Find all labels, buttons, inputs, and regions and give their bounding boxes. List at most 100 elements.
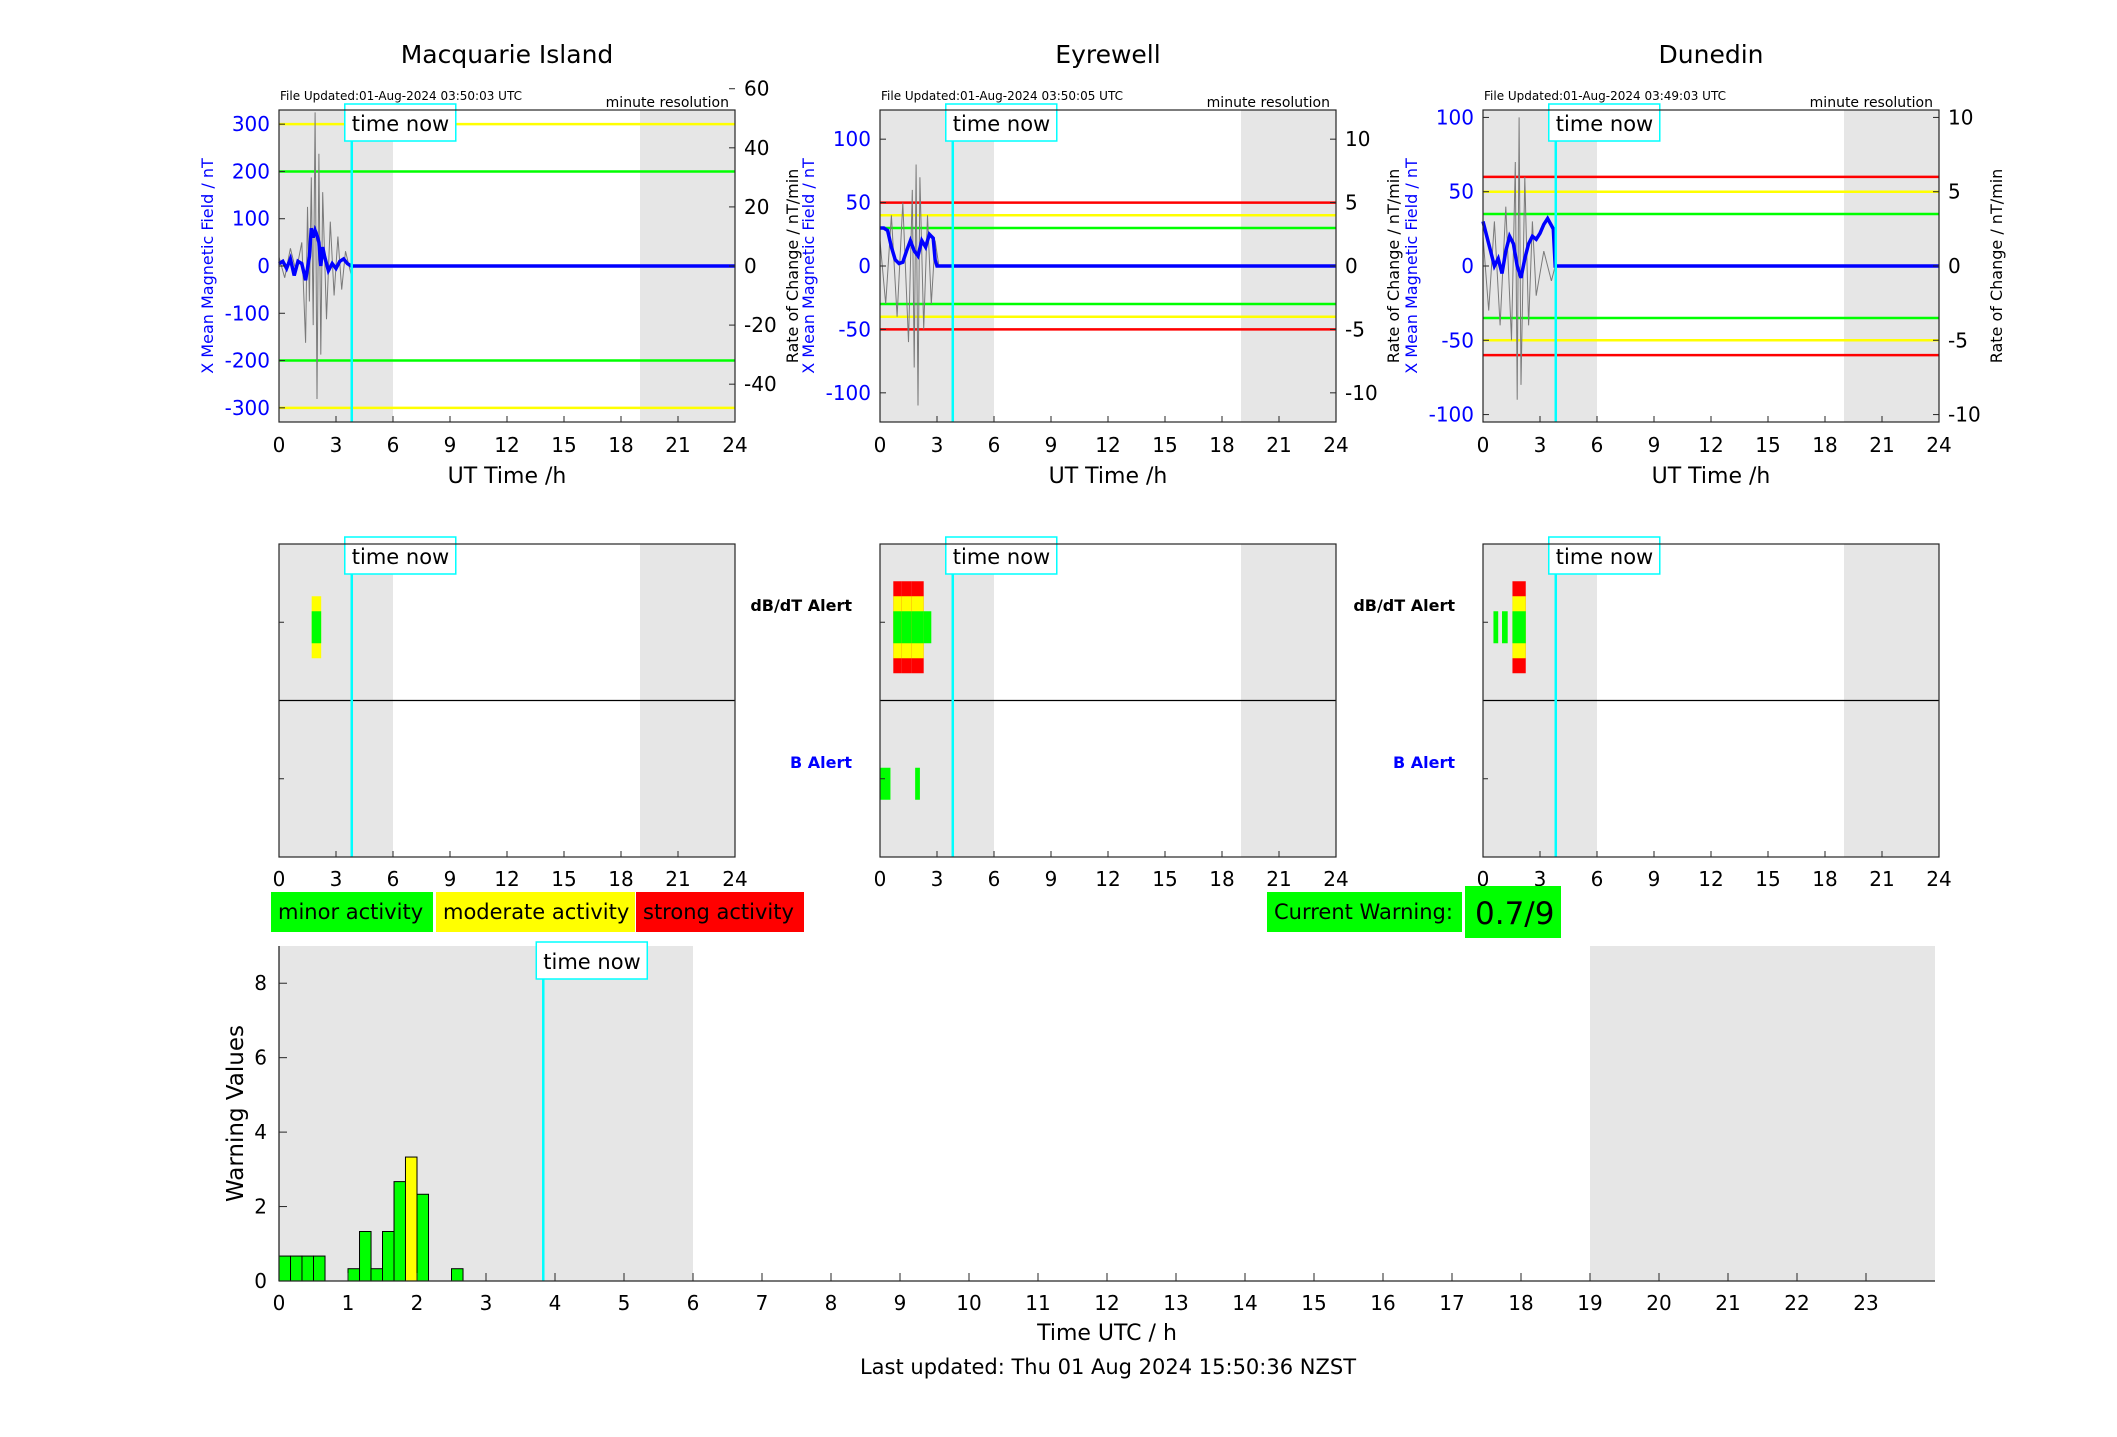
x-tick-label: 15: [551, 867, 576, 891]
field-panel-1: Eyrewell File Updated:01-Aug-2024 03:50:0…: [799, 40, 1403, 489]
warning-bar: [416, 1193, 430, 1282]
left-tick-label: -50: [1441, 328, 1474, 352]
x-tick-label: 21: [1869, 867, 1894, 891]
right-tick-label: 5: [1948, 180, 1961, 204]
night-shade: [1590, 946, 1935, 1281]
x-tick-label: 3: [480, 1291, 493, 1315]
right-axis-label: Rate of Change / nT/min: [1384, 169, 1403, 364]
right-tick-label: -20: [744, 313, 777, 337]
x-tick-label: 9: [444, 433, 457, 457]
station-title: Dunedin: [1659, 40, 1764, 69]
x-axis-label: UT Time /h: [1652, 464, 1771, 489]
x-tick-label: 1: [342, 1291, 355, 1315]
rate-of-change-series: [1482, 117, 1556, 400]
warning-bar: [359, 1230, 372, 1282]
x-tick-label: 3: [1534, 433, 1547, 457]
dbdt-alert-bar: [923, 611, 932, 644]
x-tick-label: 19: [1577, 1291, 1602, 1315]
x-tick-label: 7: [756, 1291, 769, 1315]
x-tick-label: 12: [494, 867, 519, 891]
x-tick-label: 24: [1926, 867, 1951, 891]
legend-minor-label: minor activity: [278, 900, 423, 924]
right-tick-label: 10: [1345, 127, 1370, 151]
alert-panels: time now 0 3 6 9 12 15 18 21 24 time now 0 3 6 9 12 15 18…: [273, 536, 1952, 891]
alert-panel-0: time now 0 3 6 9 12 15 18 21 24: [273, 536, 748, 891]
alert-panel-2: time now 0 3 6 9 12 15 18 21 24 dB/dT Alert B Alert: [1353, 536, 1952, 891]
x-tick-label: 5: [618, 1291, 631, 1315]
left-tick-label: 50: [846, 191, 871, 215]
x-tick-label: 6: [988, 433, 1001, 457]
x-tick-label: 9: [444, 867, 457, 891]
field-panel-2: Dunedin File Updated:01-Aug-2024 03:49:03…: [1402, 40, 2006, 489]
left-axis-label: X Mean Magnetic Field / nT: [1402, 158, 1421, 374]
x-axis-label: UT Time /h: [448, 464, 567, 489]
current-warning: Current Warning: 0.7/9: [1267, 886, 1561, 938]
x-tick-label: 15: [1755, 433, 1780, 457]
last-updated: Last updated: Thu 01 Aug 2024 15:50:36 N…: [860, 1355, 1356, 1379]
right-tick-label: 0: [1345, 254, 1358, 278]
x-tick-label: 16: [1370, 1291, 1395, 1315]
time-now-label: time now: [953, 112, 1050, 136]
left-axis-label: X Mean Magnetic Field / nT: [198, 158, 217, 374]
x-tick-label: 3: [931, 867, 944, 891]
x-axis-label: Time UTC / h: [1036, 1321, 1177, 1346]
right-tick-label: 10: [1948, 105, 1973, 129]
x-tick-label: 18: [1508, 1291, 1533, 1315]
x-tick-label: 12: [1094, 1291, 1119, 1315]
dbdt-alert-bar: [1512, 611, 1526, 644]
x-tick-label: 6: [387, 867, 400, 891]
left-tick-label: 0: [1461, 254, 1474, 278]
x-tick-label: 18: [608, 433, 633, 457]
x-tick-label: 15: [1152, 433, 1177, 457]
right-tick-label: 60: [744, 77, 769, 101]
alert-panel-1: time now 0 3 6 9 12 15 18 21 24 dB/dT Alert B Alert: [750, 536, 1349, 891]
resolution-label: minute resolution: [1810, 95, 1933, 111]
dbdt-alert-bar: [1493, 611, 1499, 644]
warning-bar: [393, 1181, 407, 1282]
y-tick-label: 0: [254, 1269, 267, 1293]
x-tick-label: 18: [1812, 867, 1837, 891]
warning-bar: [313, 1255, 326, 1282]
legend-moderate-label: moderate activity: [443, 900, 629, 924]
dbdt-alert-bar: [901, 611, 912, 644]
x-tick-label: 24: [722, 867, 747, 891]
x-tick-label: 3: [1534, 867, 1547, 891]
dbdt-alert-bar: [311, 611, 322, 644]
x-tick-label: 3: [931, 433, 944, 457]
resolution-label: minute resolution: [1207, 95, 1330, 111]
x-tick-label: 0: [273, 867, 286, 891]
left-tick-label: 300: [232, 112, 270, 136]
legend-moderate-swatch: [436, 892, 635, 932]
current-warning-label: Current Warning:: [1274, 900, 1453, 924]
right-tick-label: -40: [744, 372, 777, 396]
time-now-label: time now: [543, 950, 640, 974]
resolution-label: minute resolution: [606, 95, 729, 111]
left-tick-label: 100: [833, 127, 871, 151]
file-updated: File Updated:01-Aug-2024 03:50:03 UTC: [280, 89, 522, 103]
right-axis-label: Rate of Change / nT/min: [783, 169, 802, 364]
dbdt-alert-bar: [911, 611, 924, 644]
b-alert-label: B Alert: [1393, 753, 1455, 772]
left-tick-label: -100: [826, 381, 871, 405]
dbdt-alert-bar: [893, 611, 902, 644]
x-tick-label: 9: [1045, 433, 1058, 457]
warning-bar: [278, 1255, 292, 1282]
dbdt-alert-label: dB/dT Alert: [1353, 596, 1455, 615]
warning-bar: [404, 1156, 418, 1282]
x-tick-label: 9: [1648, 433, 1661, 457]
x-tick-label: 23: [1853, 1291, 1878, 1315]
left-tick-label: -300: [225, 396, 270, 420]
x-tick-label: 21: [665, 867, 690, 891]
left-tick-label: -100: [225, 301, 270, 325]
current-warning-value-box: [1465, 886, 1561, 938]
x-tick-label: 18: [1209, 867, 1234, 891]
x-tick-label: 9: [1648, 867, 1661, 891]
b-alert-bar: [880, 767, 891, 800]
station-title: Eyrewell: [1055, 40, 1160, 69]
file-updated: File Updated:01-Aug-2024 03:50:05 UTC: [881, 89, 1123, 103]
x-tick-label: 21: [1715, 1291, 1740, 1315]
field-panel-0: Macquarie Island File Updated:01-Aug-2024…: [198, 40, 802, 489]
current-warning-value: 0.7/9: [1475, 896, 1554, 932]
